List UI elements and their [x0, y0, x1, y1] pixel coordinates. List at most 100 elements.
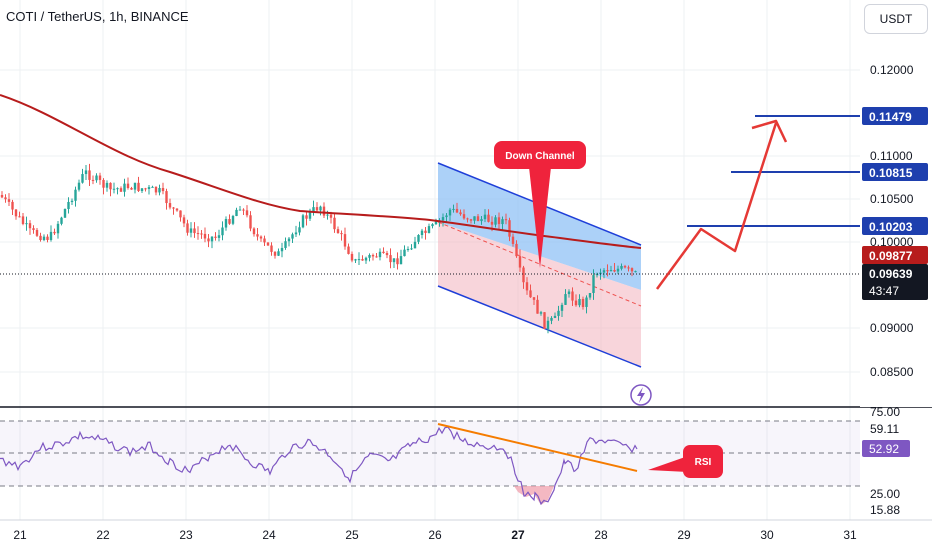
candle-body: [221, 227, 224, 236]
candle-body: [385, 253, 389, 256]
candle-body: [623, 266, 627, 268]
candle-body: [574, 300, 578, 306]
candle-body: [487, 214, 490, 222]
candle-body: [525, 282, 529, 291]
candle-body: [634, 271, 637, 273]
candle-body: [567, 291, 571, 295]
candle-body: [175, 208, 179, 211]
candle-body: [287, 238, 291, 242]
candle-body: [336, 229, 340, 234]
projection-arrow[interactable]: [655, 122, 778, 290]
rsi-callout[interactable]: RSI: [648, 445, 723, 478]
candle-body: [210, 236, 214, 242]
down-channel-callout[interactable]: Down Channel: [494, 141, 586, 268]
candle-body: [476, 216, 480, 222]
candle-body: [63, 209, 67, 218]
lightning-icon[interactable]: [630, 384, 652, 406]
candle-body: [252, 228, 256, 235]
candle-body: [98, 175, 102, 180]
candle-body: [427, 226, 431, 233]
candle-body: [560, 304, 564, 311]
candle-body: [7, 199, 11, 202]
candle-body: [28, 223, 32, 229]
candle-body: [592, 275, 595, 293]
price-tag-target-3-label: 0.11479: [869, 110, 912, 124]
candle-body: [193, 228, 196, 234]
candle-body: [389, 255, 392, 263]
candle-body: [588, 292, 592, 298]
candle-body: [53, 231, 56, 234]
candle-body: [56, 223, 60, 234]
candle-body: [259, 236, 263, 239]
candle-body: [371, 255, 375, 257]
candle-body: [483, 214, 487, 220]
candle-body: [270, 245, 273, 252]
candle-body: [518, 256, 522, 268]
candle-body: [627, 267, 630, 269]
candle-body: [35, 229, 39, 236]
candle-body: [599, 272, 602, 275]
candle-body: [119, 188, 123, 192]
candle-body: [88, 170, 91, 180]
price-tag-current: [862, 264, 928, 300]
candle-body: [308, 211, 312, 219]
candle-body: [203, 233, 207, 239]
candle-body: [403, 249, 406, 257]
candle-body: [361, 259, 364, 261]
rsi-line: [0, 426, 638, 506]
rsi-axis[interactable]: 75.00 59.11 52.92 25.00 15.88: [860, 405, 932, 520]
candle-body: [315, 207, 319, 211]
candle-body: [74, 189, 77, 201]
candle-body: [137, 182, 140, 192]
candle-body: [266, 242, 270, 246]
price-tag-target-1-label: 0.10203: [869, 220, 913, 234]
candle-body: [42, 236, 46, 241]
candle-body: [126, 183, 130, 189]
price-axis[interactable]: 0.12000 0.11000 0.10500 0.10000 0.09000 …: [860, 0, 932, 407]
candle-body: [322, 206, 326, 216]
candle-body: [84, 170, 88, 175]
candle-body: [4, 197, 7, 200]
candle-body: [529, 290, 532, 298]
candle-body: [340, 233, 343, 235]
candle-body: [144, 188, 147, 190]
candle-body: [546, 320, 550, 329]
price-tag-target-1: [862, 217, 928, 235]
candle-body: [214, 236, 217, 238]
candle-body: [256, 234, 259, 237]
candle-body: [95, 175, 98, 181]
time-label-29: 29: [677, 528, 691, 542]
candle-body: [504, 219, 508, 221]
candle-body: [224, 218, 228, 228]
price-tag-target-2-label: 0.10815: [869, 166, 913, 180]
channel-mid-line: [437, 221, 642, 307]
candle-body: [469, 219, 473, 221]
rsi-trendline[interactable]: [437, 423, 638, 472]
price-tag-current-label: 0.09639: [869, 267, 913, 281]
candle-body: [466, 218, 469, 220]
candle-body: [553, 315, 557, 318]
time-label-31: 31: [843, 528, 857, 542]
candle-body: [462, 214, 466, 219]
candle-body: [200, 233, 203, 235]
candle-body: [67, 201, 70, 210]
candle-body: [515, 243, 518, 257]
candle-body: [490, 221, 494, 225]
rsi-tick-ma: 59.11: [870, 422, 899, 436]
price-tick-0.10500: 0.10500: [870, 192, 914, 206]
candle-body: [25, 223, 28, 225]
channel-bottom-line[interactable]: [437, 285, 642, 368]
candle-body: [14, 209, 18, 217]
candle-body: [620, 266, 623, 269]
candle-body: [39, 235, 42, 241]
price-tick-0.12000: 0.12000: [870, 63, 914, 77]
rsi-tick-min: 15.88: [870, 503, 900, 517]
price-tag-ma-label: 0.09877: [869, 249, 913, 263]
rsi-value-label: 52.92: [869, 442, 899, 456]
currency-selector-button[interactable]: USDT: [864, 4, 928, 34]
candle-body: [196, 233, 200, 235]
candle-body: [606, 270, 609, 272]
candle-body: [445, 215, 448, 218]
time-axis[interactable]: 21 22 23 24 25 26 27 28 29 30 31: [0, 519, 932, 542]
